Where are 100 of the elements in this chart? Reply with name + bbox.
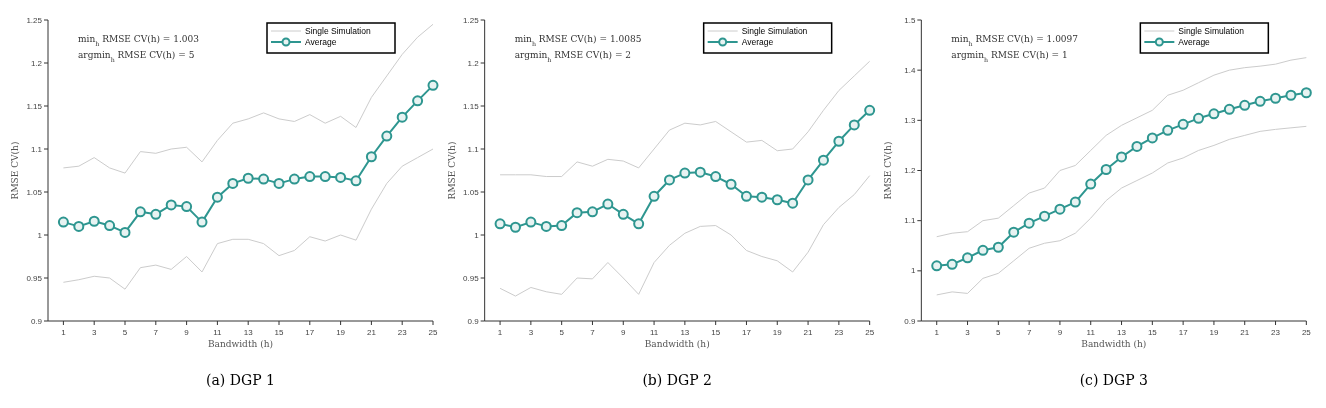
y-tick-label: 1.05 [26, 187, 43, 197]
x-tick-label: 1 [497, 328, 503, 337]
point [509, 221, 521, 233]
point [586, 206, 598, 218]
line-series [499, 60, 871, 178]
point [817, 154, 829, 166]
point [227, 177, 239, 189]
y-tick-label: 1.2 [467, 58, 480, 68]
point [648, 190, 660, 202]
annotation: min$_{h}$ RMSE CV(h) = 1.0085 [514, 34, 642, 47]
line-series [499, 175, 871, 297]
x-axis-title: Bandwidth (h) [208, 339, 273, 349]
y-tick-label: 1.3 [904, 115, 916, 125]
point [740, 190, 752, 202]
point [633, 218, 645, 230]
y-tick-label: 0.95 [463, 273, 480, 283]
point [288, 173, 300, 185]
point [350, 175, 362, 187]
point [396, 111, 408, 123]
y-tick-label: 1.2 [30, 58, 43, 68]
x-tick-label: 23 [1271, 328, 1281, 337]
point [104, 220, 116, 232]
x-tick-label: 3 [91, 328, 97, 337]
point [1270, 92, 1282, 104]
x-tick-label: 9 [184, 328, 190, 337]
point [150, 208, 162, 220]
point [1208, 108, 1220, 120]
y-axis-title: RMSE CV(h) [883, 141, 894, 200]
point [1116, 151, 1128, 163]
point [119, 226, 131, 238]
point [1300, 87, 1312, 99]
legend-label: Average [741, 36, 774, 47]
point [1085, 178, 1097, 190]
x-tick-label: 21 [366, 328, 377, 337]
y-axis-title: RMSE CV(h) [10, 141, 20, 200]
point [196, 216, 208, 228]
y-tick-label: 1.5 [904, 15, 916, 25]
point [992, 241, 1004, 253]
x-tick-label: 9 [621, 328, 627, 337]
point [1008, 226, 1020, 238]
point [165, 199, 177, 211]
point [602, 198, 614, 210]
point [540, 220, 552, 232]
point [181, 201, 193, 213]
y-tick-label: 1.2 [904, 166, 916, 176]
x-tick-label: 19 [336, 328, 346, 337]
x-tick-label: 7 [590, 328, 596, 337]
point [381, 130, 393, 142]
text: (a) DGP 1 [206, 372, 275, 388]
point [1254, 95, 1266, 107]
point [273, 177, 285, 189]
y-tick-label: 1.15 [26, 101, 43, 111]
y-tick-label: 1 [474, 230, 480, 240]
x-tick-label: 5 [996, 328, 1002, 337]
annotation: argmin$_{h}$ RMSE CV(h) = 2 [514, 50, 632, 63]
point [771, 194, 783, 206]
point [1177, 118, 1189, 130]
legend-label: Single Simulation [741, 25, 808, 36]
y-tick-label: 1.1 [30, 144, 43, 154]
annotation: min$_{h}$ RMSE CV(h) = 1.0097 [951, 34, 1079, 47]
y-tick-label: 1.1 [904, 216, 916, 226]
line-series [936, 125, 1307, 296]
x-tick-label: 21 [1240, 328, 1250, 337]
x-tick-label: 3 [965, 328, 971, 337]
legend-label: Average [1178, 36, 1211, 47]
y-tick-label: 1 [910, 266, 916, 276]
x-tick-label: 19 [1209, 328, 1219, 337]
x-tick-label: 17 [742, 328, 752, 337]
x-tick-label: 25 [865, 328, 875, 337]
x-axis-title: Bandwidth (h) [644, 339, 710, 349]
y-tick-label: 0.95 [26, 273, 43, 283]
point [525, 216, 537, 228]
y-tick-label: 1.05 [463, 187, 480, 197]
x-tick-label: 1 [934, 328, 940, 337]
point [1223, 103, 1235, 115]
annotation: min$_{h}$ RMSE CV(h) = 1.003 [78, 34, 200, 47]
point [1131, 140, 1143, 152]
x-tick-label: 15 [1147, 328, 1158, 337]
point [571, 207, 583, 219]
legend-label: Single Simulation [1178, 25, 1245, 36]
legend-label: Average [305, 36, 337, 47]
point [864, 104, 876, 116]
point [1100, 164, 1112, 175]
point [833, 135, 845, 147]
point [977, 244, 989, 256]
x-tick-label: 9 [1057, 328, 1063, 337]
y-tick-label: 1.25 [463, 15, 480, 25]
point [1069, 196, 1081, 208]
legend-label: Single Simulation [305, 25, 371, 36]
x-tick-label: 23 [397, 328, 408, 337]
point [756, 191, 768, 203]
point [617, 208, 629, 220]
y-tick-label: 1.1 [467, 144, 480, 154]
point [211, 191, 223, 203]
x-tick-label: 23 [834, 328, 844, 337]
y-tick-label: 1.15 [463, 101, 480, 111]
x-tick-label: 3 [528, 328, 534, 337]
point [57, 216, 69, 228]
x-tick-label: 25 [428, 328, 438, 337]
x-tick-label: 13 [1117, 328, 1127, 337]
